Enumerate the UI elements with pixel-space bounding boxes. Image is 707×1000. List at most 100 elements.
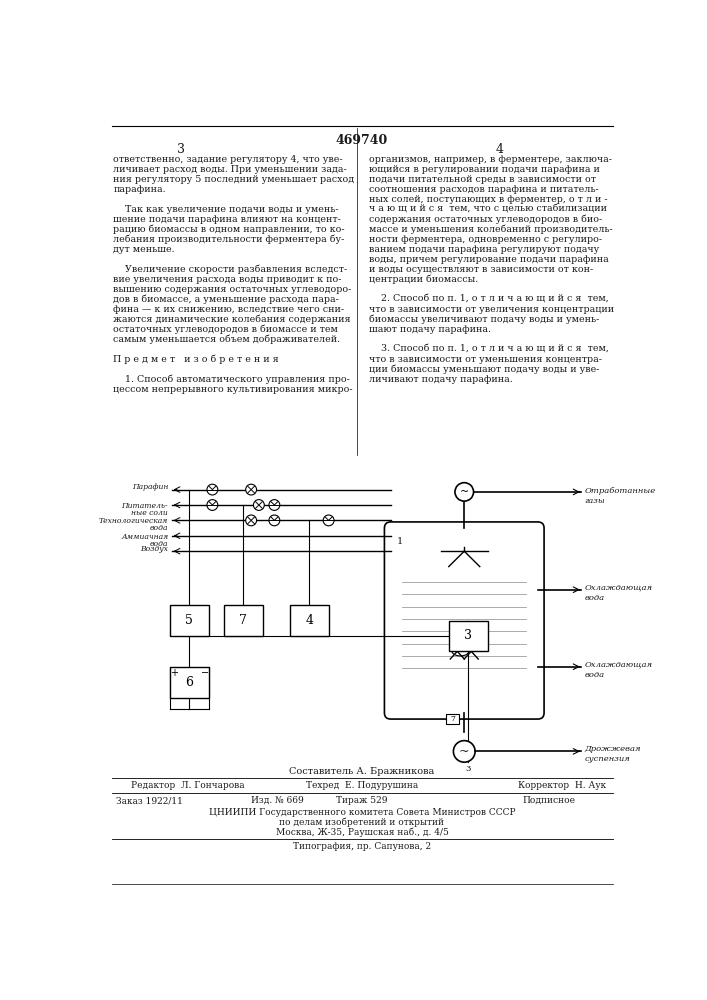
Text: Парафин: Парафин — [132, 483, 168, 491]
Text: Редактор  Л. Гончарова: Редактор Л. Гончарова — [131, 781, 245, 790]
Text: дут меньше.: дут меньше. — [113, 245, 175, 254]
Bar — [290, 605, 329, 636]
Circle shape — [455, 483, 474, 501]
Text: ния регулятору 5 последний уменьшает расход: ния регулятору 5 последний уменьшает рас… — [113, 175, 354, 184]
Text: по делам изобретений и открытий: по делам изобретений и открытий — [279, 818, 445, 827]
Text: вода: вода — [150, 524, 168, 532]
Text: 3: 3 — [465, 765, 471, 773]
Text: 3: 3 — [177, 143, 185, 156]
Text: ~: ~ — [460, 487, 469, 497]
Text: рацию биомассы в одном направлении, то ко-: рацию биомассы в одном направлении, то к… — [113, 225, 345, 234]
Text: ч а ю щ и й с я  тем, что с целью стабилизации: ч а ю щ и й с я тем, что с целью стабили… — [369, 205, 607, 214]
Text: ЦНИИПИ Государственного комитета Совета Министров СССР: ЦНИИПИ Государственного комитета Совета … — [209, 808, 515, 817]
Text: ванием подачи парафина регулируют подачу: ванием подачи парафина регулируют подачу — [369, 245, 599, 254]
Bar — [224, 605, 263, 636]
Text: что в зависимости от увеличения концентрации: что в зависимости от увеличения концентр… — [369, 305, 614, 314]
Text: ~: ~ — [459, 745, 469, 758]
Text: Составитель А. Бражникова: Составитель А. Бражникова — [289, 767, 435, 776]
Text: Отработанные: Отработанные — [585, 487, 655, 495]
Text: массе и уменьшения колебаний производитель-: массе и уменьшения колебаний производите… — [369, 225, 613, 234]
Circle shape — [207, 500, 218, 510]
Circle shape — [207, 484, 218, 495]
Text: 4: 4 — [305, 614, 313, 627]
Text: Увеличение скорости разбавления вследст-: Увеличение скорости разбавления вследст- — [113, 265, 347, 274]
Text: 2. Способ по п. 1, о т л и ч а ю щ и й с я  тем,: 2. Способ по п. 1, о т л и ч а ю щ и й с… — [369, 295, 609, 304]
Text: Техред  Е. Подурушина: Техред Е. Подурушина — [306, 781, 418, 790]
Text: что в зависимости от уменьшения концентра-: что в зависимости от уменьшения концентр… — [369, 355, 602, 364]
Text: остаточных углеводородов в биомассе и тем: остаточных углеводородов в биомассе и те… — [113, 325, 338, 334]
Text: вие увеличения расхода воды приводит к по-: вие увеличения расхода воды приводит к п… — [113, 275, 341, 284]
Circle shape — [269, 500, 280, 510]
Text: ных солей, поступающих в ферментер, о т л и -: ных солей, поступающих в ферментер, о т … — [369, 195, 607, 204]
Text: Типография, пр. Сапунова, 2: Типография, пр. Сапунова, 2 — [293, 842, 431, 851]
Text: 7: 7 — [240, 614, 247, 627]
Circle shape — [253, 500, 264, 510]
Text: +: + — [170, 668, 177, 678]
Text: дов в биомассе, а уменьшение расхода пара-: дов в биомассе, а уменьшение расхода пар… — [113, 295, 339, 304]
Text: подачи питательной среды в зависимости от: подачи питательной среды в зависимости о… — [369, 175, 596, 184]
Text: Изд. № 669: Изд. № 669 — [251, 796, 304, 805]
Text: цессом непрерывного культивирования микро-: цессом непрерывного культивирования микр… — [113, 385, 353, 394]
Bar — [449, 620, 488, 651]
Text: Заказ 1922/11: Заказ 1922/11 — [115, 796, 182, 805]
Text: самым уменьшается объем дображивателей.: самым уменьшается объем дображивателей. — [113, 335, 340, 344]
Text: жаются динамические колебания содержания: жаются динамические колебания содержания — [113, 315, 351, 324]
Circle shape — [246, 484, 257, 495]
Text: лебания производительности ферментера бу-: лебания производительности ферментера бу… — [113, 235, 344, 244]
Text: воды, причем регулирование подачи парафина: воды, причем регулирование подачи парафи… — [369, 255, 609, 264]
Text: шают подачу парафина.: шают подачу парафина. — [369, 325, 491, 334]
Text: ности ферментера, одновременно с регулиро-: ности ферментера, одновременно с регулир… — [369, 235, 602, 244]
Text: личивают подачу парафина.: личивают подачу парафина. — [369, 375, 513, 384]
Text: центрации биомассы.: центрации биомассы. — [369, 275, 478, 284]
Text: 469740: 469740 — [336, 134, 388, 147]
Text: шение подачи парафина влияют на концент-: шение подачи парафина влияют на концент- — [113, 215, 341, 224]
Text: вышению содержания остаточных углеводоро-: вышению содержания остаточных углеводоро… — [113, 285, 351, 294]
Text: Аммиачная: Аммиачная — [121, 533, 168, 541]
Bar — [446, 714, 459, 724]
Circle shape — [453, 741, 475, 762]
Circle shape — [323, 515, 334, 526]
Text: Охлаждающая: Охлаждающая — [585, 584, 653, 592]
Text: Корректор  Н. Аук: Корректор Н. Аук — [518, 781, 607, 790]
Text: соотношения расходов парафина и питатель-: соотношения расходов парафина и питатель… — [369, 185, 599, 194]
Text: Питатель-: Питатель- — [122, 502, 168, 510]
Text: 5: 5 — [185, 614, 193, 627]
Text: Тираж 529: Тираж 529 — [337, 796, 387, 805]
Text: ющийся в регулировании подачи парафина и: ющийся в регулировании подачи парафина и — [369, 165, 600, 174]
Text: 1: 1 — [397, 537, 403, 546]
Text: парафина.: парафина. — [113, 185, 166, 194]
Text: 1. Способ автоматического управления про-: 1. Способ автоматического управления про… — [113, 375, 350, 384]
Text: личивает расход воды. При уменьшении зада-: личивает расход воды. При уменьшении зад… — [113, 165, 347, 174]
Text: вода: вода — [585, 671, 604, 679]
Text: 3. Способ по п. 1, о т л и ч а ю щ и й с я  тем,: 3. Способ по п. 1, о т л и ч а ю щ и й с… — [369, 345, 609, 354]
Text: 4: 4 — [495, 143, 503, 156]
Text: 3: 3 — [464, 629, 472, 642]
Text: Технологическая: Технологическая — [99, 517, 168, 525]
Bar — [170, 605, 209, 636]
Text: суспензия: суспензия — [585, 755, 630, 763]
Text: вода: вода — [585, 594, 604, 602]
Text: −: − — [201, 668, 209, 678]
Bar — [170, 667, 209, 698]
Text: биомассы увеличивают подачу воды и умень-: биомассы увеличивают подачу воды и умень… — [369, 315, 600, 324]
Text: 6: 6 — [185, 676, 193, 689]
Text: газы: газы — [585, 497, 605, 505]
Text: 7: 7 — [450, 715, 455, 723]
Text: ции биомассы уменьшают подачу воды и уве-: ции биомассы уменьшают подачу воды и уве… — [369, 365, 600, 374]
Text: и воды осуществляют в зависимости от кон-: и воды осуществляют в зависимости от кон… — [369, 265, 593, 274]
Text: Воздух: Воздух — [140, 545, 168, 553]
Text: Так как увеличение подачи воды и умень-: Так как увеличение подачи воды и умень- — [113, 205, 339, 214]
Text: П р е д м е т   и з о б р е т е н и я: П р е д м е т и з о б р е т е н и я — [113, 355, 279, 364]
FancyBboxPatch shape — [385, 522, 544, 719]
Text: Подписное: Подписное — [522, 796, 575, 805]
Text: вода: вода — [150, 540, 168, 548]
Text: содержания остаточных углеводородов в био-: содержания остаточных углеводородов в би… — [369, 215, 602, 224]
Text: ответственно, задание регулятору 4, что уве-: ответственно, задание регулятору 4, что … — [113, 155, 343, 164]
Text: организмов, например, в ферментере, заключа-: организмов, например, в ферментере, закл… — [369, 155, 612, 164]
Circle shape — [269, 515, 280, 526]
Text: Дрожжевая: Дрожжевая — [585, 745, 641, 753]
Text: фина — к их снижению, вследствие чего сни-: фина — к их снижению, вследствие чего сн… — [113, 305, 344, 314]
Text: ные соли: ные соли — [132, 509, 168, 517]
Text: Москва, Ж-35, Раушская наб., д. 4/5: Москва, Ж-35, Раушская наб., д. 4/5 — [276, 828, 448, 837]
Text: Охлаждающая: Охлаждающая — [585, 661, 653, 669]
